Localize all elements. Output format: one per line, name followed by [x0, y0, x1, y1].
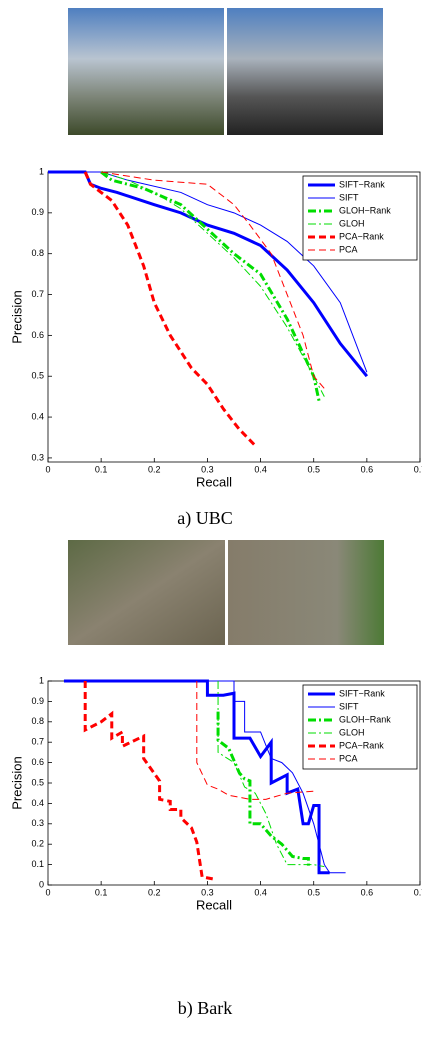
legend-label: SIFT: [339, 701, 359, 711]
x-tick-label: 0.7: [414, 887, 422, 897]
y-tick-label: 0.2: [31, 839, 44, 849]
series-line: [63, 679, 330, 875]
y-axis-label: Precision: [9, 756, 24, 809]
y-tick-label: 0.6: [31, 757, 44, 767]
y-tick-label: 0.7: [31, 289, 44, 299]
x-tick-label: 0.4: [254, 464, 267, 474]
series-line: [83, 681, 214, 881]
legend: [302, 684, 418, 770]
image: [68, 8, 224, 135]
legend-label: PCA−Rank: [339, 231, 384, 241]
y-tick-label: 0.5: [31, 371, 44, 381]
y-tick-label: 0.4: [31, 798, 44, 808]
x-tick-label: 0.6: [361, 464, 374, 474]
y-tick-label: 0.3: [31, 818, 44, 828]
x-tick-label: 0.2: [148, 887, 161, 897]
x-tick-label: 0: [45, 887, 50, 897]
series-line: [217, 681, 325, 868]
series-line: [63, 680, 346, 874]
x-tick-label: 0.5: [307, 464, 320, 474]
y-tick-label: 0.8: [31, 248, 44, 258]
image: [68, 540, 225, 645]
legend-label: GLOH−Rank: [339, 714, 391, 724]
y-tick-label: 0.3: [31, 452, 44, 462]
y-tick-label: 1: [39, 675, 44, 685]
y-tick-label: 0.6: [31, 330, 44, 340]
x-tick-label: 0: [45, 464, 50, 474]
y-tick-label: 0.9: [31, 207, 44, 217]
y-tick-label: 0.9: [31, 696, 44, 706]
x-tick-label: 0.2: [148, 464, 161, 474]
x-tick-label: 0.4: [254, 887, 267, 897]
caption: b) Bark: [178, 998, 232, 1019]
legend-label: GLOH: [339, 727, 365, 737]
x-tick-label: 0.3: [201, 464, 214, 474]
x-tick-label: 0.1: [95, 887, 108, 897]
series-line: [101, 171, 325, 389]
legend-label: PCA: [339, 753, 358, 763]
series-line: [100, 170, 321, 402]
x-tick-label: 0.3: [201, 887, 214, 897]
series-line: [83, 171, 257, 447]
series-line: [216, 711, 310, 867]
x-tick-label: 0.7: [414, 464, 422, 474]
series-line: [196, 681, 314, 800]
plot-area: [47, 171, 421, 463]
y-axis-label: Precision: [9, 290, 24, 343]
x-axis-label: Recall: [196, 474, 232, 489]
x-tick-label: 0.6: [361, 887, 374, 897]
x-tick-label: 0.5: [307, 887, 320, 897]
y-tick-label: 1: [39, 166, 44, 176]
x-tick-label: 0.1: [95, 464, 108, 474]
legend-label: PCA: [339, 244, 358, 254]
y-tick-label: 0.4: [31, 411, 44, 421]
image: [227, 8, 383, 135]
legend-label: SIFT−Rank: [339, 179, 385, 189]
caption: a) UBC: [177, 508, 233, 529]
legend: [302, 175, 418, 261]
legend-label: SIFT: [339, 192, 359, 202]
legend-label: PCA−Rank: [339, 740, 384, 750]
image: [228, 540, 384, 645]
legend-label: GLOH: [339, 218, 365, 228]
y-tick-label: 0.1: [31, 859, 44, 869]
y-tick-label: 0: [39, 879, 44, 889]
legend-label: SIFT−Rank: [339, 688, 385, 698]
y-tick-label: 0.5: [31, 777, 44, 787]
x-axis-label: Recall: [196, 897, 232, 912]
series-line: [100, 171, 325, 397]
y-tick-label: 0.8: [31, 716, 44, 726]
legend-label: GLOH−Rank: [339, 205, 391, 215]
y-tick-label: 0.7: [31, 737, 44, 747]
